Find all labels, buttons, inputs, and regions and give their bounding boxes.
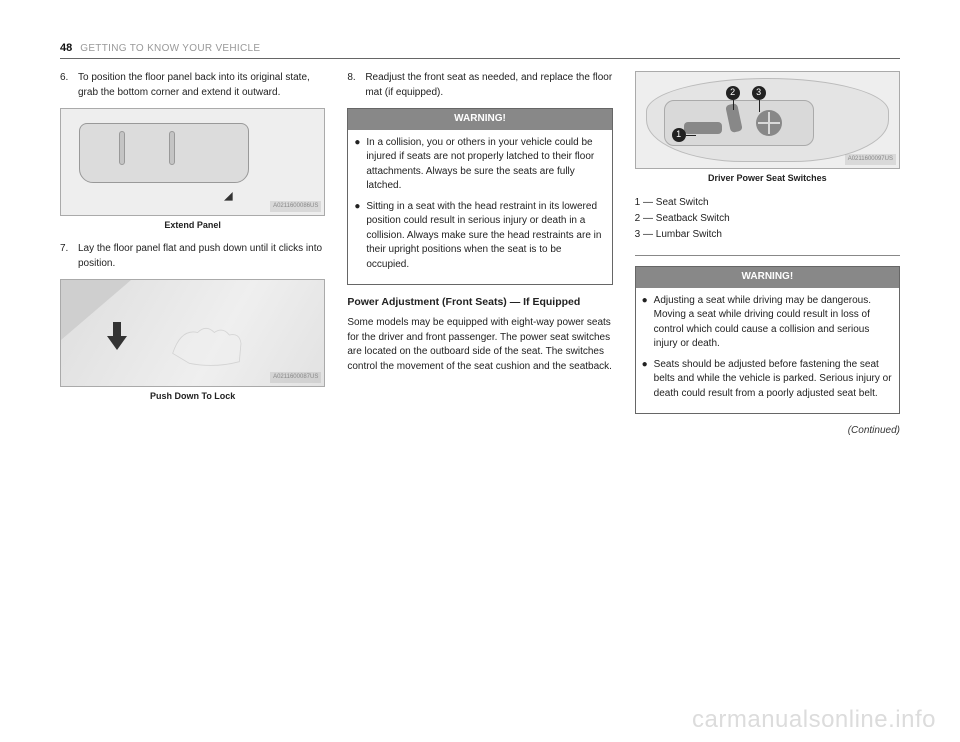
bullet-icon: ● [354, 200, 366, 273]
divider [635, 255, 900, 256]
bullet-icon: ● [642, 358, 654, 402]
arrow-down-icon [105, 320, 129, 358]
figure-caption: Driver Power Seat Switches [635, 172, 900, 185]
warning-bullet: ● Sitting in a seat with the head restra… [354, 200, 605, 273]
bullet-text: Sitting in a seat with the head restrain… [366, 200, 605, 273]
step-number: 7. [60, 242, 78, 271]
slot-shape [169, 131, 175, 165]
warning-bullet: ● In a collision, you or others in your … [354, 136, 605, 194]
panel-shape [79, 123, 249, 183]
warning-box-2: WARNING! ● Adjusting a seat while drivin… [635, 266, 900, 414]
figure-push-down: A0211600087US [60, 279, 325, 387]
warning-body: ● In a collision, you or others in your … [348, 130, 611, 285]
page-number: 48 [60, 42, 72, 54]
watermark: carmanualsonline.info [692, 706, 936, 734]
warning-bullet: ● Seats should be adjusted before fasten… [642, 358, 893, 402]
subheading: Power Adjustment (Front Seats) — If Equi… [347, 295, 612, 310]
seat-switch-shape [684, 122, 722, 134]
columns: 6. To position the floor panel back into… [60, 71, 900, 439]
legend-item: 1 — Seat Switch [635, 195, 900, 211]
figure-caption: Push Down To Lock [60, 390, 325, 403]
figure-code: A0211600087US [270, 372, 321, 383]
section-title: GETTING TO KNOW YOUR VEHICLE [80, 43, 260, 54]
legend-item: 3 — Lumbar Switch [635, 227, 900, 243]
column-1: 6. To position the floor panel back into… [60, 71, 325, 439]
callout-2: 2 [726, 86, 740, 100]
page-header: 48 GETTING TO KNOW YOUR VEHICLE [60, 42, 900, 59]
step-number: 8. [347, 71, 365, 100]
continued-label: (Continued) [635, 424, 900, 439]
step-6: 6. To position the floor panel back into… [60, 71, 325, 100]
column-3: 1 2 3 A0211600097US Driver Power Seat Sw… [635, 71, 900, 439]
callout-line [733, 100, 734, 110]
warning-heading: WARNING! [348, 109, 611, 130]
figure-code: A0211600086US [270, 201, 321, 212]
bullet-icon: ● [354, 136, 366, 194]
step-text: To position the floor panel back into it… [78, 71, 325, 100]
warning-body: ● Adjusting a seat while driving may be … [636, 288, 899, 414]
callout-line [759, 100, 760, 112]
page-content: 48 GETTING TO KNOW YOUR VEHICLE 6. To po… [0, 0, 960, 742]
figure-power-seat-switches: 1 2 3 A0211600097US [635, 71, 900, 169]
figure-caption: Extend Panel [60, 219, 325, 232]
callout-line [686, 135, 696, 136]
bullet-text: Adjusting a seat while driving may be da… [654, 294, 893, 352]
slot-shape [119, 131, 125, 165]
arrow-icon [211, 179, 237, 211]
lumbar-switch-shape [756, 110, 782, 136]
step-number: 6. [60, 71, 78, 100]
legend-item: 2 — Seatback Switch [635, 211, 900, 227]
figure-extend-panel: A0211600086US [60, 108, 325, 216]
warning-bullet: ● Adjusting a seat while driving may be … [642, 294, 893, 352]
callout-1: 1 [672, 128, 686, 142]
bullet-text: In a collision, you or others in your ve… [366, 136, 605, 194]
switch-legend: 1 — Seat Switch 2 — Seatback Switch 3 — … [635, 195, 900, 243]
callout-3: 3 [752, 86, 766, 100]
step-7: 7. Lay the floor panel flat and push dow… [60, 242, 325, 271]
warning-heading: WARNING! [636, 267, 899, 288]
hand-icon [161, 320, 251, 370]
bullet-icon: ● [642, 294, 654, 352]
step-8: 8. Readjust the front seat as needed, an… [347, 71, 612, 100]
body-text: Some models may be equipped with eight-w… [347, 316, 612, 374]
step-text: Readjust the front seat as needed, and r… [365, 71, 612, 100]
figure-code: A0211600097US [845, 154, 896, 165]
warning-box-1: WARNING! ● In a collision, you or others… [347, 108, 612, 285]
step-text: Lay the floor panel flat and push down u… [78, 242, 325, 271]
column-2: 8. Readjust the front seat as needed, an… [347, 71, 612, 439]
bullet-text: Seats should be adjusted before fastenin… [654, 358, 893, 402]
